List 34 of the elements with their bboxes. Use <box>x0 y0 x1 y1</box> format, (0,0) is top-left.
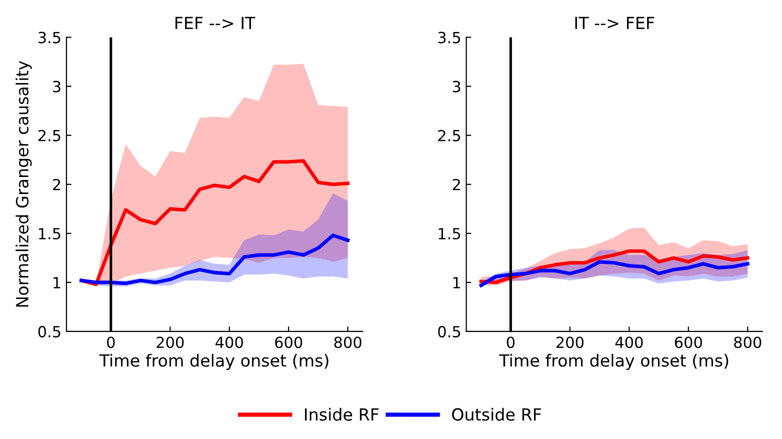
y-tick-label: 3.5 <box>438 32 460 44</box>
x-tick-label: 600 <box>275 336 302 348</box>
x-axis-title: Time from delay onset (ms) <box>99 354 328 370</box>
legend-label: Inside RF <box>305 408 378 421</box>
y-tick-label: 3 <box>452 80 460 92</box>
y-tick-label: 0.5 <box>438 326 460 338</box>
x-tick-label: 800 <box>734 336 762 348</box>
x-tick-label: 0 <box>107 336 115 348</box>
y-axis-title: Normalized Granger causality <box>16 60 32 307</box>
legend-label: Outside RF <box>452 408 541 421</box>
chart-title: IT --> FEF <box>575 16 654 29</box>
y-tick-label: 2.5 <box>38 130 60 142</box>
x-tick-label: 600 <box>674 336 702 348</box>
y-tick-label: 3 <box>53 80 60 92</box>
line-series <box>80 159 350 286</box>
y-tick-label: 0.5 <box>38 326 60 338</box>
line-series <box>80 234 350 286</box>
y-tick-label: 2.5 <box>438 130 460 142</box>
x-tick-label: 400 <box>615 336 643 348</box>
x-axis-title: Time from delay onset (ms) <box>499 354 728 370</box>
y-tick-label: 1 <box>54 277 60 288</box>
x-tick-label: 200 <box>556 336 584 348</box>
x-tick-label: 800 <box>334 336 362 348</box>
x-tick-label: 0 <box>506 336 515 348</box>
x-tick-label: 400 <box>216 336 243 348</box>
x-tick-label: 200 <box>156 336 184 348</box>
y-tick-label: 2 <box>53 178 60 190</box>
y-tick-label: 2 <box>452 178 460 190</box>
chart-title: FEF --> IT <box>175 16 256 29</box>
y-tick-label: 1 <box>453 277 460 288</box>
y-tick-label: 3.5 <box>38 32 60 44</box>
line-series <box>479 260 750 288</box>
y-tick-label: 1.5 <box>438 228 460 240</box>
y-tick-label: 1.5 <box>38 228 60 240</box>
